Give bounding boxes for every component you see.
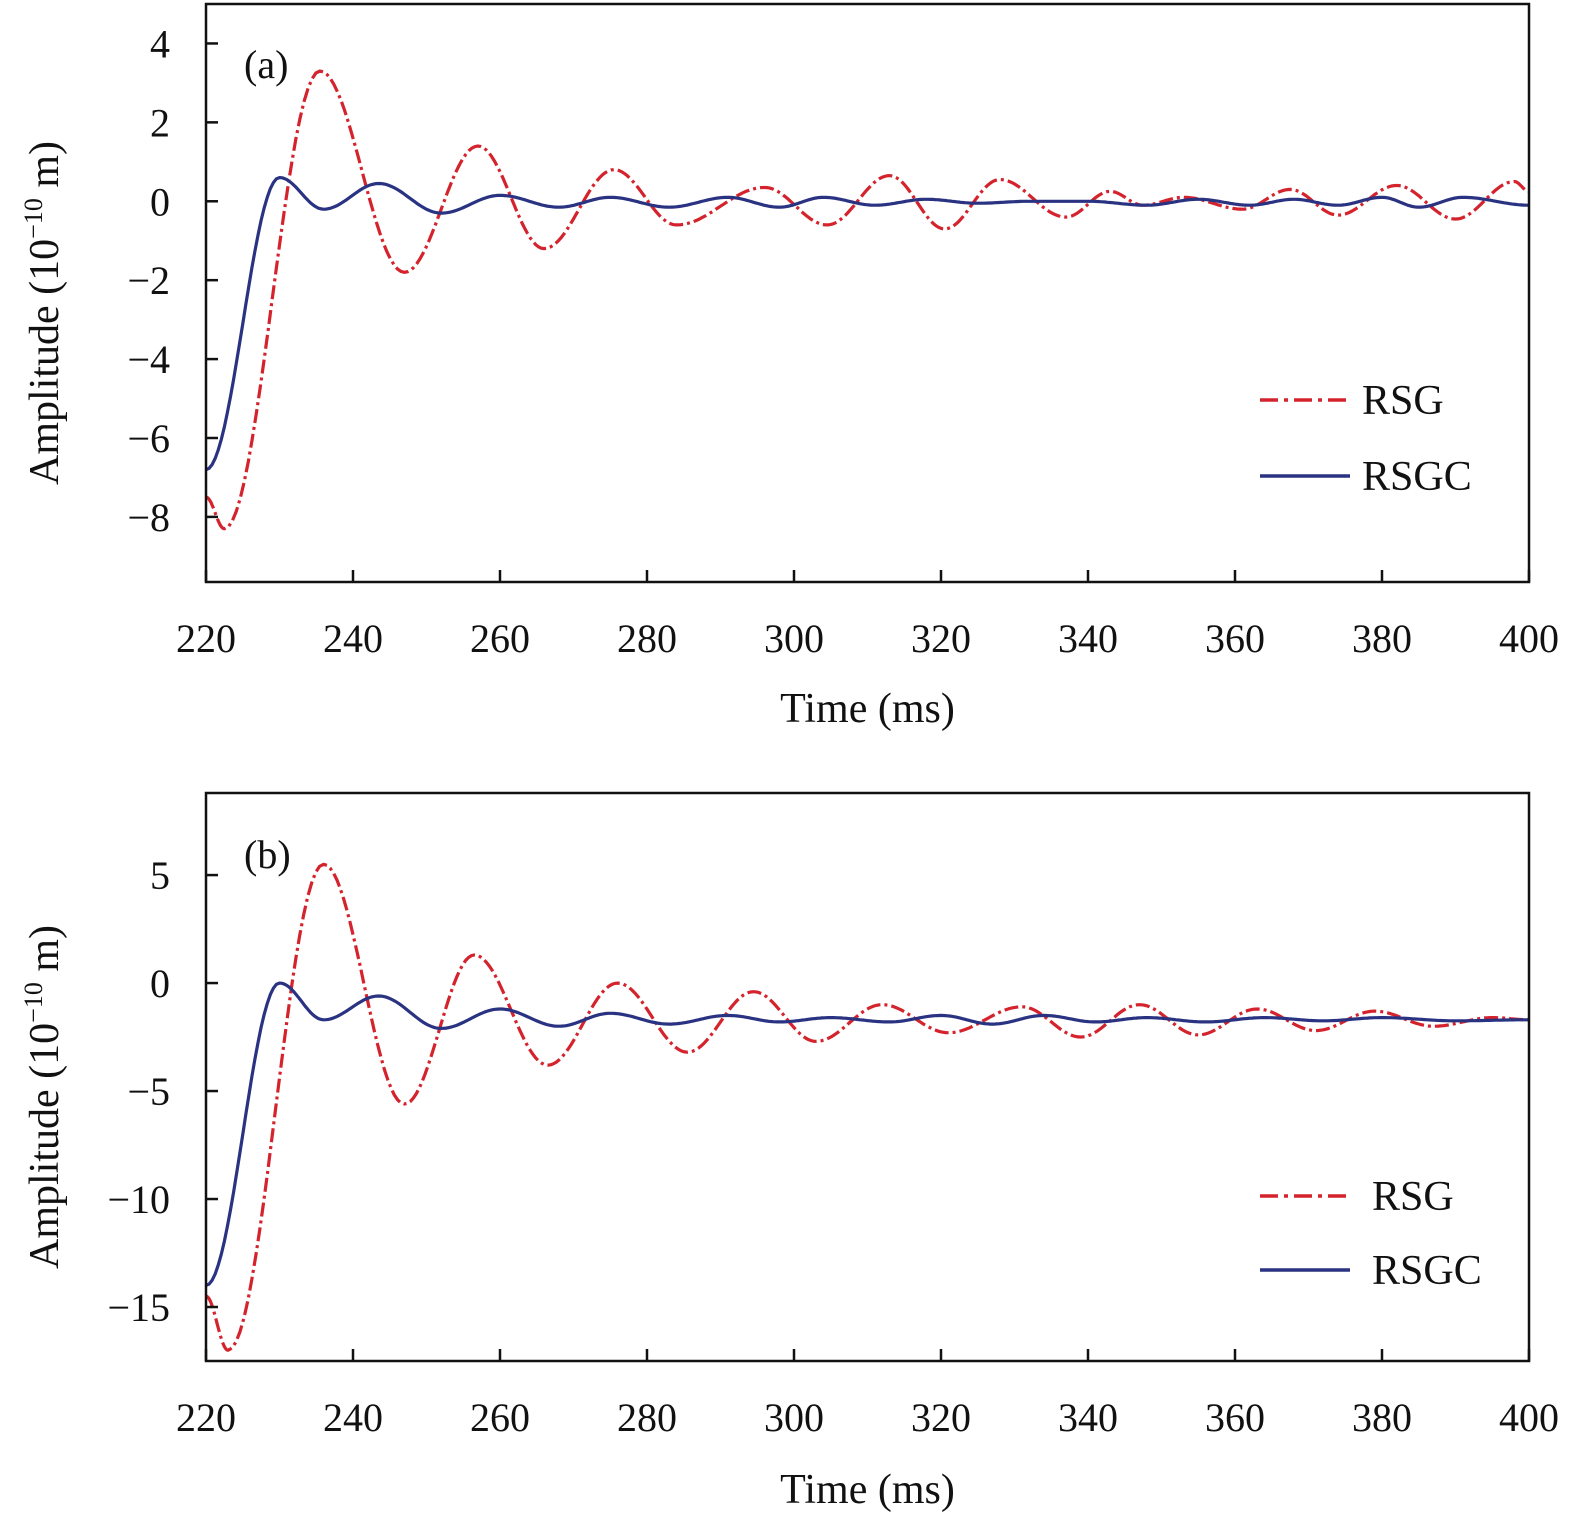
x-tick-label: 360 (1205, 1395, 1265, 1440)
series-line-rsgc (205, 175, 1529, 472)
x-tick-label: 360 (1205, 616, 1265, 661)
x-tick-label: 340 (1058, 616, 1118, 661)
y-tick-label: −10 (107, 1177, 170, 1222)
x-tick-label: 380 (1352, 616, 1412, 661)
y-tick-label: 0 (150, 961, 170, 1006)
x-tick-label: 240 (323, 616, 383, 661)
legend-label-rsgc: RSGC (1362, 454, 1472, 500)
x-axis-label: Time (ms) (780, 1467, 955, 1513)
y-tick-label: −5 (127, 1069, 170, 1114)
plot-frame (204, 2, 1531, 584)
y-tick-label: −6 (127, 416, 170, 461)
x-tick-label: 220 (176, 1395, 236, 1440)
y-tick-label: 5 (150, 853, 170, 898)
x-tick-label: 300 (764, 1395, 824, 1440)
subplot-a: 220 240 260 280 300 320 340 360 380 400 4 2 0 −2 −4 −6 −… (19, 2, 1559, 732)
subplot-b: 220 240 260 280 300 320 340 360 380 400 5 0 −5 −10 −15… (19, 791, 1559, 1513)
x-tick-label: 320 (911, 616, 971, 661)
x-tick-label: 400 (1499, 616, 1559, 661)
x-tick-label: 280 (617, 616, 677, 661)
x-tick-label: 400 (1499, 1395, 1559, 1440)
legend-label-rsg: RSG (1362, 378, 1444, 424)
x-axis-label: Time (ms) (780, 686, 955, 732)
legend-label-rsg: RSG (1372, 1174, 1454, 1220)
y-axis-label: Amplitude (10−10 m) (19, 141, 68, 485)
x-tick-label: 340 (1058, 1395, 1118, 1440)
x-tick-label: 320 (911, 1395, 971, 1440)
panel-label: (b) (244, 832, 291, 877)
legend-label-rsgc: RSGC (1372, 1248, 1482, 1294)
y-axis-label: Amplitude (10−10 m) (19, 925, 68, 1269)
y-tick-label: −4 (127, 337, 170, 382)
plot-frame (204, 791, 1531, 1363)
y-axis-label-main: Amplitude (10 (22, 1023, 68, 1269)
y-axis-label-unit: m) (22, 141, 68, 198)
series-line-rsgc (205, 981, 1529, 1287)
x-tick-label: 280 (617, 1395, 677, 1440)
y-axis-label-main: Amplitude (10 (22, 239, 68, 485)
y-tick-label: 2 (150, 100, 170, 145)
y-axis-label-unit: m) (22, 925, 68, 982)
x-tick-label: 260 (470, 1395, 530, 1440)
panel-label: (a) (244, 42, 288, 87)
x-tick-label: 260 (470, 616, 530, 661)
y-tick-label: −8 (127, 495, 170, 540)
y-tick-label: −15 (107, 1285, 170, 1330)
y-axis-label-exponent: −10 (19, 982, 48, 1023)
x-tick-label: 240 (323, 1395, 383, 1440)
legend: RSG RSGC (1260, 1174, 1482, 1294)
y-axis-label-exponent: −10 (19, 198, 48, 239)
series-line-rsg (205, 69, 1529, 531)
series-line-rsg (205, 862, 1529, 1352)
x-tick-label: 220 (176, 616, 236, 661)
y-tick-label: −2 (127, 258, 170, 303)
y-tick-label: 4 (150, 21, 170, 66)
x-tick-label: 300 (764, 616, 824, 661)
legend: RSG RSGC (1260, 378, 1472, 500)
y-tick-label: 0 (150, 179, 170, 224)
x-tick-label: 380 (1352, 1395, 1412, 1440)
